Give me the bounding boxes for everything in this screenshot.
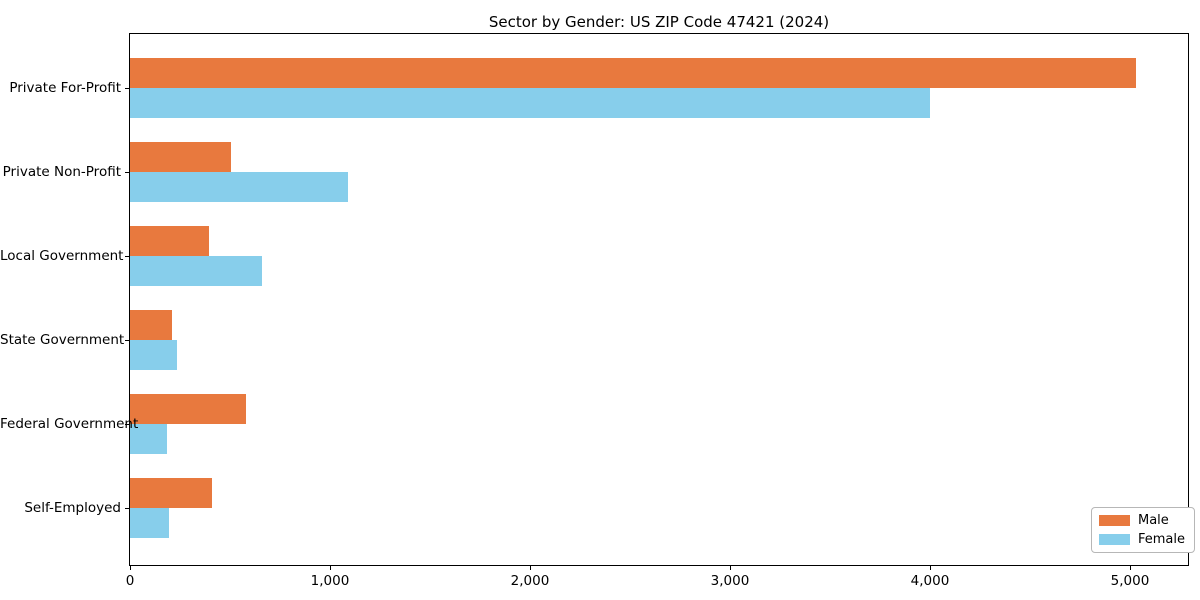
legend-swatch-female — [1099, 534, 1130, 545]
y-tick-mark — [125, 256, 129, 257]
bar-female-6 — [130, 508, 169, 538]
x-tick-label: 5,000 — [1110, 573, 1150, 589]
x-tick-mark — [330, 566, 331, 570]
y-tick-mark — [125, 340, 129, 341]
x-tick-label: 2,000 — [510, 573, 550, 589]
legend: Male Female — [1091, 507, 1196, 553]
chart-title: Sector by Gender: US ZIP Code 47421 (202… — [488, 13, 830, 31]
y-tick-mark — [125, 172, 129, 173]
y-tick-label: Private For-Profit — [9, 80, 121, 96]
bar-male-1 — [130, 58, 1136, 88]
x-tick-mark — [130, 566, 131, 570]
legend-row-female: Female — [1099, 532, 1185, 547]
plot-area — [129, 33, 1189, 566]
bar-male-3 — [130, 226, 209, 256]
x-tick-mark — [930, 566, 931, 570]
x-tick-label: 4,000 — [910, 573, 950, 589]
legend-label-male: Male — [1138, 513, 1169, 528]
x-tick-label: 3,000 — [710, 573, 750, 589]
y-tick-mark — [125, 508, 129, 509]
x-tick-mark — [1130, 566, 1131, 570]
bar-female-4 — [130, 340, 177, 370]
legend-swatch-male — [1099, 515, 1130, 526]
legend-row-male: Male — [1099, 513, 1185, 528]
bar-female-3 — [130, 256, 262, 286]
y-tick-mark — [125, 424, 129, 425]
y-tick-label: Federal Government — [0, 416, 139, 432]
y-tick-label: Private Non-Profit — [2, 164, 121, 180]
legend-label-female: Female — [1138, 532, 1186, 547]
bar-female-2 — [130, 172, 348, 202]
bar-female-1 — [130, 88, 930, 118]
x-tick-mark — [730, 566, 731, 570]
bar-male-5 — [130, 394, 246, 424]
bar-male-4 — [130, 310, 172, 340]
bar-male-2 — [130, 142, 231, 172]
y-tick-label: Local Government — [0, 248, 124, 264]
bar-female-5 — [130, 424, 167, 454]
y-tick-mark — [125, 88, 129, 89]
x-tick-label: 0 — [125, 573, 135, 589]
bar-male-6 — [130, 478, 212, 508]
x-tick-label: 1,000 — [310, 573, 350, 589]
x-tick-mark — [530, 566, 531, 570]
y-tick-label: Self-Employed — [24, 500, 121, 516]
y-tick-label: State Government — [0, 332, 125, 348]
